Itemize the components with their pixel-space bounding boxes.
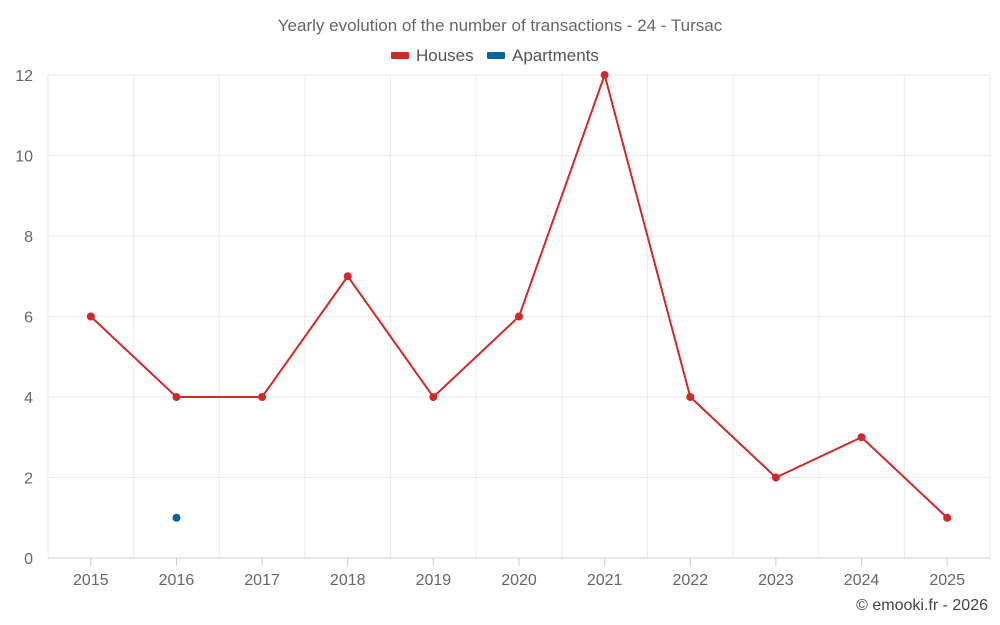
x-tick-label: 2016 [159, 572, 195, 589]
chart-title: Yearly evolution of the number of transa… [278, 16, 723, 35]
houses-point [943, 513, 952, 522]
legend-label-houses: Houses [416, 46, 474, 65]
houses-point [343, 272, 352, 281]
houses-point [172, 393, 181, 401]
y-tick-label: 12 [15, 68, 33, 85]
x-tick-label: 2019 [416, 572, 452, 589]
credit-text: © emooki.fr - 2026 [856, 597, 988, 614]
chart-grid [47, 74, 991, 558]
x-tick-label: 2025 [929, 572, 965, 589]
y-tick-label: 10 [15, 149, 33, 166]
x-tick-label: 2023 [758, 572, 794, 589]
x-tick-label: 2021 [587, 572, 623, 589]
y-tick-label: 6 [24, 310, 33, 327]
y-tick-label: 0 [24, 551, 33, 568]
houses-point [86, 312, 95, 321]
houses-point [515, 312, 523, 321]
houses-point [686, 393, 695, 401]
y-tick-label: 2 [24, 471, 33, 488]
x-tick-label: 2022 [672, 572, 708, 589]
houses-point [600, 71, 609, 79]
houses-point [429, 393, 438, 401]
y-tick-label: 4 [24, 390, 33, 407]
apartments-point [172, 513, 181, 522]
y-tick-label: 8 [24, 229, 33, 246]
chart-axes: 0 2 4 6 8 10 12 2015 2016 2017 2018 2019 2020 2021 202… [15, 68, 990, 589]
chart-series [86, 71, 952, 522]
x-tick-label: 2018 [330, 572, 366, 589]
legend-label-apartments: Apartments [512, 46, 599, 65]
houses-point [258, 393, 267, 401]
x-tick-label: 2024 [844, 572, 880, 589]
x-tick-label: 2020 [501, 572, 537, 589]
houses-point [771, 473, 780, 482]
x-tick-label: 2015 [73, 572, 109, 589]
x-tick-label: 2017 [244, 572, 280, 589]
legend-swatch-apartments [487, 52, 505, 59]
chart-legend: Houses Apartments [391, 46, 599, 65]
legend-swatch-houses [391, 52, 409, 59]
houses-point [857, 433, 866, 442]
